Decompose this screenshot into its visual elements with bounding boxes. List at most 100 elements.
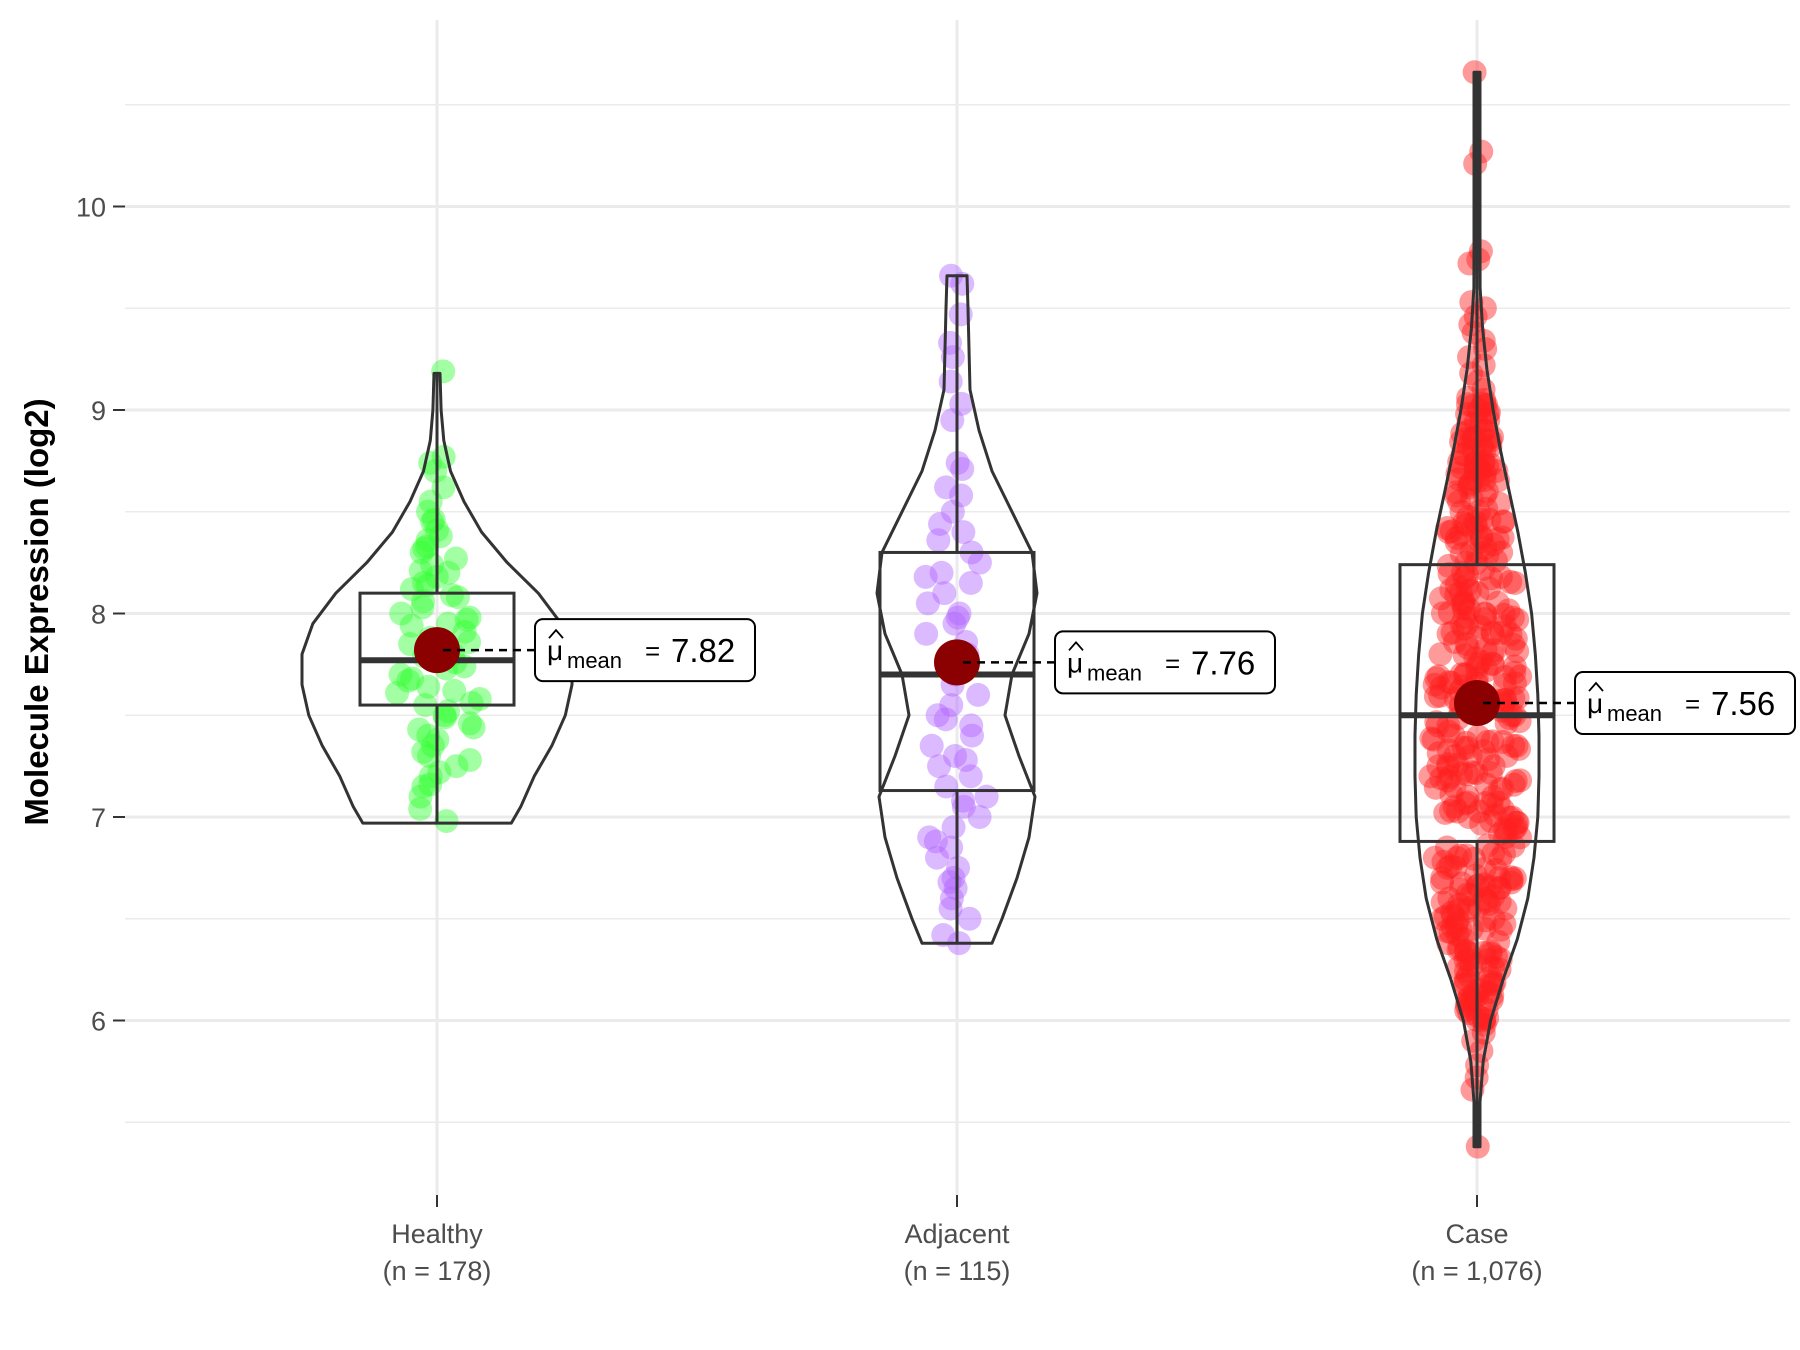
data-point (1463, 952, 1488, 977)
data-point (1479, 969, 1504, 994)
data-point (1508, 825, 1533, 850)
data-point (1464, 656, 1489, 681)
data-point (926, 528, 951, 553)
data-point (1452, 616, 1477, 641)
data-point (1455, 784, 1480, 809)
data-point (917, 825, 942, 850)
x-tick-count: (n = 178) (383, 1256, 492, 1286)
data-point (432, 703, 457, 728)
data-point (1479, 792, 1504, 817)
data-point (1438, 854, 1463, 879)
data-point (958, 764, 983, 789)
data-point (1487, 866, 1512, 891)
data-point (1502, 654, 1527, 679)
data-point (1436, 621, 1461, 646)
x-tick-label: Healthy (391, 1219, 483, 1249)
data-point (1508, 768, 1533, 793)
data-point (1487, 890, 1512, 915)
data-point (938, 369, 963, 394)
data-point (967, 550, 992, 575)
data-point (937, 870, 962, 895)
data-point (925, 703, 950, 728)
data-point (1478, 874, 1503, 899)
iqr-box (878, 550, 1036, 793)
data-point (1425, 713, 1450, 738)
data-point (1472, 601, 1497, 626)
data-point (1500, 805, 1525, 830)
data-point (1505, 607, 1530, 632)
data-point (1460, 426, 1485, 451)
data-point (1472, 296, 1497, 321)
data-point (1505, 810, 1530, 835)
data-point (1486, 790, 1511, 815)
data-point (1457, 418, 1482, 443)
data-point (1491, 509, 1516, 534)
data-point (408, 558, 433, 583)
data-point (1490, 525, 1515, 550)
data-point (1481, 532, 1506, 557)
data-point (1472, 468, 1497, 493)
data-point (1439, 782, 1464, 807)
mean-label-box (1574, 671, 1796, 736)
mean-label-box (1054, 630, 1276, 695)
data-point (1455, 635, 1480, 660)
data-point (958, 570, 983, 595)
data-point (1454, 632, 1479, 657)
data-point (400, 666, 425, 691)
data-point (1436, 738, 1461, 763)
data-point (1473, 791, 1498, 816)
data-point (1473, 536, 1498, 561)
data-point (1480, 621, 1505, 646)
data-point (1430, 890, 1455, 915)
mean-value: 7.82 (671, 632, 735, 669)
data-point (1444, 583, 1469, 608)
data-point (427, 760, 452, 785)
data-point (941, 815, 966, 840)
x-tick-count: (n = 115) (904, 1256, 1011, 1286)
data-point (1436, 752, 1461, 777)
y-tick-label: 8 (91, 600, 106, 630)
data-point (957, 906, 982, 931)
data-point (1491, 602, 1516, 627)
data-point (1496, 598, 1521, 623)
data-point (1492, 613, 1517, 638)
data-point (1473, 637, 1498, 662)
mean-point (1454, 680, 1500, 727)
data-point (1480, 651, 1505, 676)
data-point (1501, 686, 1526, 711)
data-point (959, 713, 984, 738)
data-point (1489, 540, 1514, 565)
data-point (1486, 876, 1511, 901)
data-point (1473, 908, 1498, 933)
data-point (1437, 886, 1462, 911)
data-point (1477, 507, 1502, 532)
data-point (457, 748, 482, 773)
data-point (1478, 939, 1503, 964)
group-adjacent: μ mean = 7.76 (875, 263, 1276, 956)
groups: μ mean = 7.82 μ mean = 7.76μ mean = 7.56 (300, 60, 1796, 1159)
data-point (1492, 673, 1517, 698)
mean-subscript: mean (1607, 701, 1662, 726)
data-point (399, 577, 424, 602)
data-point (1502, 660, 1527, 685)
data-point (928, 511, 953, 536)
data-point (1454, 730, 1479, 755)
data-point (1452, 605, 1477, 630)
data-point (1455, 882, 1480, 907)
data-point (1454, 426, 1479, 451)
data-point (974, 784, 999, 809)
data-point (1498, 865, 1523, 890)
data-point (1480, 652, 1505, 677)
violin-outline (1413, 70, 1541, 1149)
data-point (1455, 790, 1480, 815)
data-point (1444, 526, 1469, 551)
data-point (1456, 947, 1481, 972)
data-point (1479, 566, 1504, 591)
data-point (1493, 896, 1518, 921)
y-axis-title: Molecule Expression (log2) (18, 398, 55, 825)
data-point (1502, 671, 1527, 696)
data-point (1448, 916, 1473, 941)
data-point (1488, 564, 1513, 589)
data-point (1466, 499, 1491, 524)
